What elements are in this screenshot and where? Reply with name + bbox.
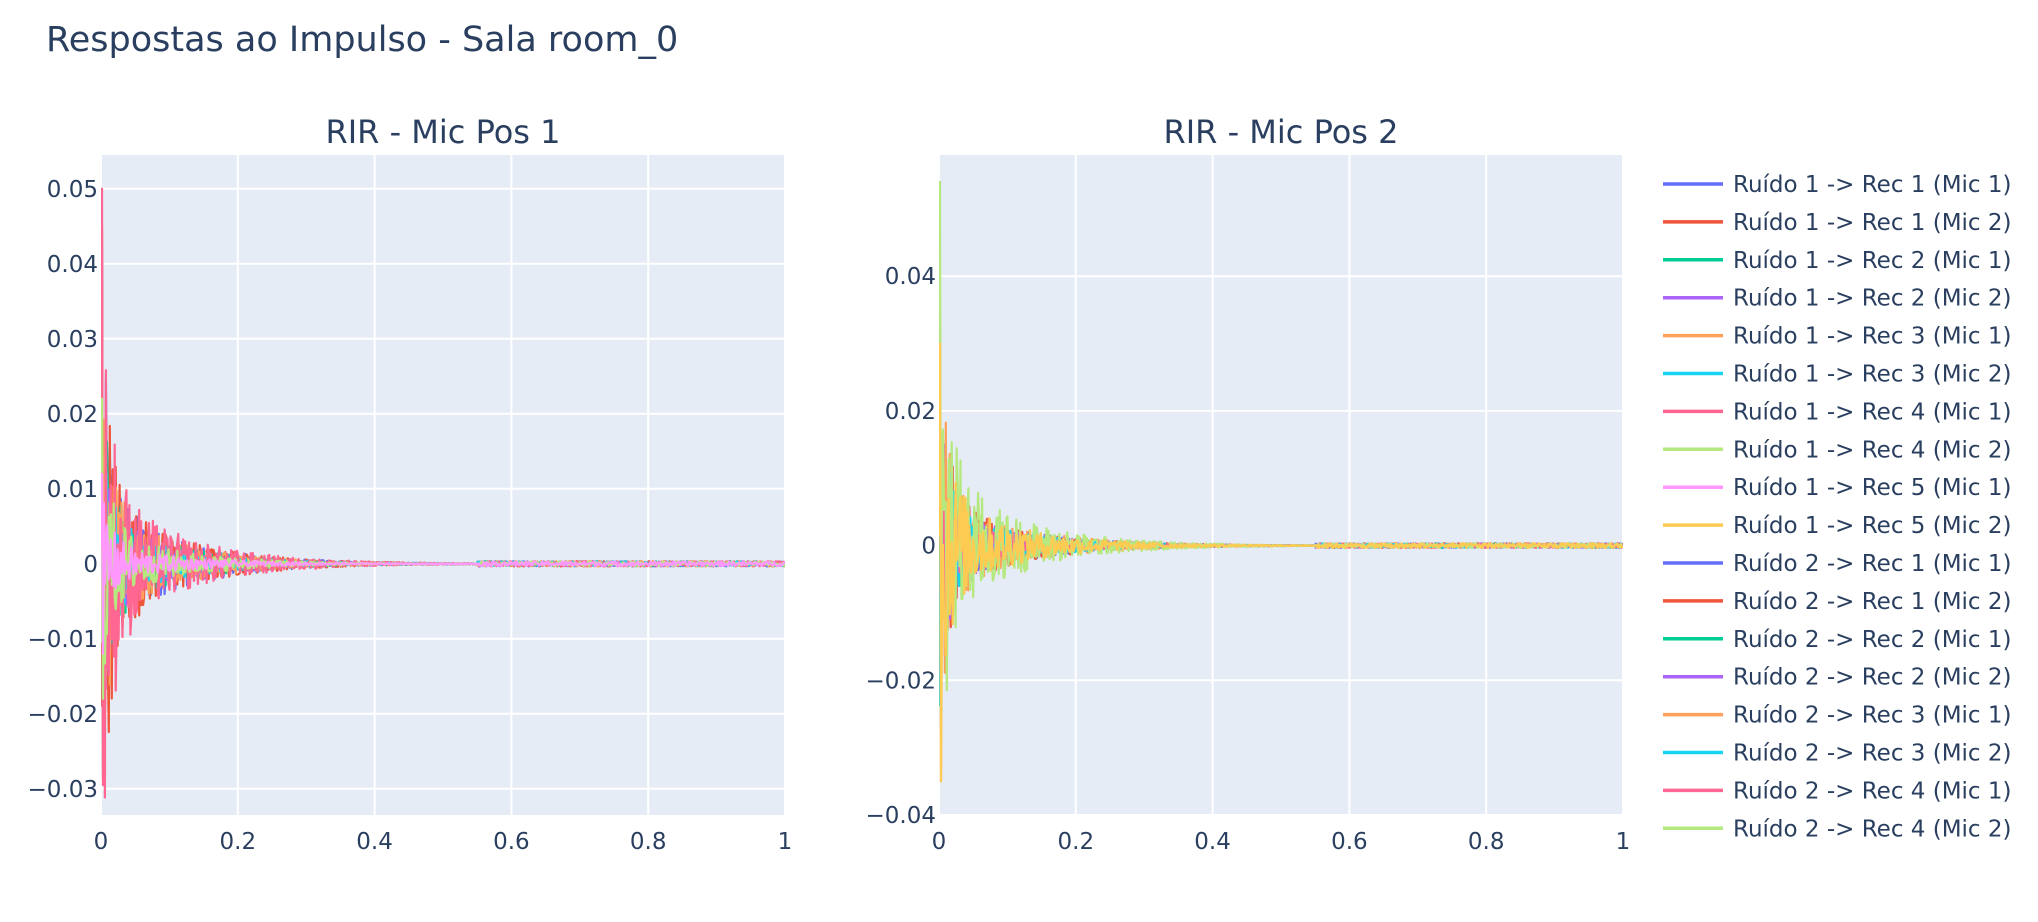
- x-tick-label: 1: [1616, 829, 1631, 855]
- x-tick-label: 0.4: [356, 829, 393, 855]
- legend-item[interactable]: Ruído 2 -> Rec 4 (Mic 1): [1663, 778, 2012, 804]
- y-tick-label: 0.02: [885, 399, 936, 425]
- y-tick-label: 0.02: [47, 402, 98, 428]
- trace-group: [939, 180, 1623, 783]
- y-tick-label: 0: [83, 552, 98, 578]
- legend-label: Ruído 2 -> Rec 4 (Mic 2): [1733, 816, 2012, 842]
- legend-item[interactable]: Ruído 1 -> Rec 4 (Mic 1): [1663, 399, 2012, 425]
- y-tick-label: 0.04: [885, 264, 936, 290]
- legend-label: Ruído 1 -> Rec 1 (Mic 1): [1733, 172, 2012, 198]
- legend-item[interactable]: Ruído 1 -> Rec 3 (Mic 2): [1663, 362, 2012, 388]
- legend-item[interactable]: Ruído 1 -> Rec 5 (Mic 1): [1663, 475, 2012, 501]
- legend-label: Ruído 2 -> Rec 1 (Mic 1): [1733, 551, 2012, 577]
- legend-label: Ruído 2 -> Rec 1 (Mic 2): [1733, 589, 2012, 615]
- y-tick-label: 0: [921, 534, 936, 560]
- legend-label: Ruído 1 -> Rec 2 (Mic 1): [1733, 248, 2012, 274]
- x-tick-label: 0.6: [1331, 829, 1368, 855]
- trace-line[interactable]: [939, 342, 1623, 783]
- subplot-title: RIR - Mic Pos 2: [1164, 113, 1399, 151]
- subplot-mic-pos-2: 0 0.2 0.4 0.6 0.8 1 −0.04 −0.02 0 0.02 0.04 RIR - M…: [866, 113, 1631, 855]
- legend-label: Ruído 2 -> Rec 3 (Mic 1): [1733, 703, 2012, 729]
- subplot-title: RIR - Mic Pos 1: [326, 113, 561, 151]
- x-tick-label: 1: [778, 829, 793, 855]
- y-tick-label: −0.03: [28, 777, 98, 803]
- x-tick-label: 0.2: [1058, 829, 1095, 855]
- legend-label: Ruído 2 -> Rec 2 (Mic 1): [1733, 627, 2012, 653]
- legend-item[interactable]: Ruído 1 -> Rec 4 (Mic 2): [1663, 437, 2012, 463]
- legend-label: Ruído 1 -> Rec 3 (Mic 2): [1733, 362, 2012, 388]
- legend-label: Ruído 1 -> Rec 2 (Mic 2): [1733, 286, 2012, 312]
- legend-item[interactable]: Ruído 1 -> Rec 3 (Mic 1): [1663, 324, 2012, 350]
- plot-area[interactable]: [101, 155, 785, 815]
- x-tick-label: 0.8: [1468, 829, 1505, 855]
- legend-label: Ruído 1 -> Rec 5 (Mic 1): [1733, 475, 2012, 501]
- legend-label: Ruído 1 -> Rec 1 (Mic 2): [1733, 210, 2012, 236]
- legend-label: Ruído 1 -> Rec 4 (Mic 1): [1733, 399, 2012, 425]
- legend-label: Ruído 1 -> Rec 3 (Mic 1): [1733, 324, 2012, 350]
- y-tick-label: 0.05: [47, 177, 98, 203]
- legend-item[interactable]: Ruído 2 -> Rec 1 (Mic 1): [1663, 551, 2012, 577]
- legend[interactable]: Ruído 1 -> Rec 1 (Mic 1) Ruído 1 -> Rec 1…: [1663, 172, 2012, 842]
- legend-item[interactable]: Ruído 2 -> Rec 1 (Mic 2): [1663, 589, 2012, 615]
- y-tick-label: −0.01: [28, 627, 98, 653]
- x-tick-label: 0.4: [1194, 829, 1231, 855]
- legend-item[interactable]: Ruído 1 -> Rec 2 (Mic 1): [1663, 248, 2012, 274]
- x-tick-label: 0.6: [493, 829, 530, 855]
- x-tick-label: 0.2: [220, 829, 257, 855]
- x-tick-label: 0.8: [630, 829, 667, 855]
- legend-item[interactable]: Ruído 2 -> Rec 3 (Mic 1): [1663, 703, 2012, 729]
- legend-label: Ruído 1 -> Rec 4 (Mic 2): [1733, 437, 2012, 463]
- trace-group: [101, 187, 785, 799]
- legend-item[interactable]: Ruído 1 -> Rec 1 (Mic 2): [1663, 210, 2012, 236]
- legend-item[interactable]: Ruído 1 -> Rec 1 (Mic 1): [1663, 172, 2012, 198]
- y-tick-label: 0.04: [47, 252, 98, 278]
- legend-item[interactable]: Ruído 2 -> Rec 2 (Mic 2): [1663, 665, 2012, 691]
- plot-area[interactable]: [939, 155, 1623, 815]
- legend-item[interactable]: Ruído 1 -> Rec 2 (Mic 2): [1663, 286, 2012, 312]
- legend-label: Ruído 2 -> Rec 4 (Mic 1): [1733, 778, 2012, 804]
- chart-title: Respostas ao Impulso - Sala room_0: [46, 20, 679, 60]
- x-tick-label: 0: [94, 829, 109, 855]
- y-tick-label: −0.02: [28, 702, 98, 728]
- y-tick-label: −0.04: [866, 803, 936, 829]
- legend-item[interactable]: Ruído 2 -> Rec 4 (Mic 2): [1663, 816, 2012, 842]
- legend-item[interactable]: Ruído 2 -> Rec 3 (Mic 2): [1663, 741, 2012, 767]
- x-tick-label: 0: [932, 829, 947, 855]
- y-tick-label: 0.03: [47, 327, 98, 353]
- y-tick-label: −0.02: [866, 668, 936, 694]
- subplot-mic-pos-1: 0 0.2 0.4 0.6 0.8 1 −0.03 −0.02 −0.01 0 0.01 0.02 0.…: [28, 113, 793, 855]
- legend-item[interactable]: Ruído 2 -> Rec 2 (Mic 1): [1663, 627, 2012, 653]
- legend-label: Ruído 1 -> Rec 5 (Mic 2): [1733, 513, 2012, 539]
- y-tick-label: 0.01: [47, 477, 98, 503]
- legend-label: Ruído 2 -> Rec 3 (Mic 2): [1733, 741, 2012, 767]
- legend-item[interactable]: Ruído 1 -> Rec 5 (Mic 2): [1663, 513, 2012, 539]
- trace-line[interactable]: [101, 472, 785, 655]
- legend-label: Ruído 2 -> Rec 2 (Mic 2): [1733, 665, 2012, 691]
